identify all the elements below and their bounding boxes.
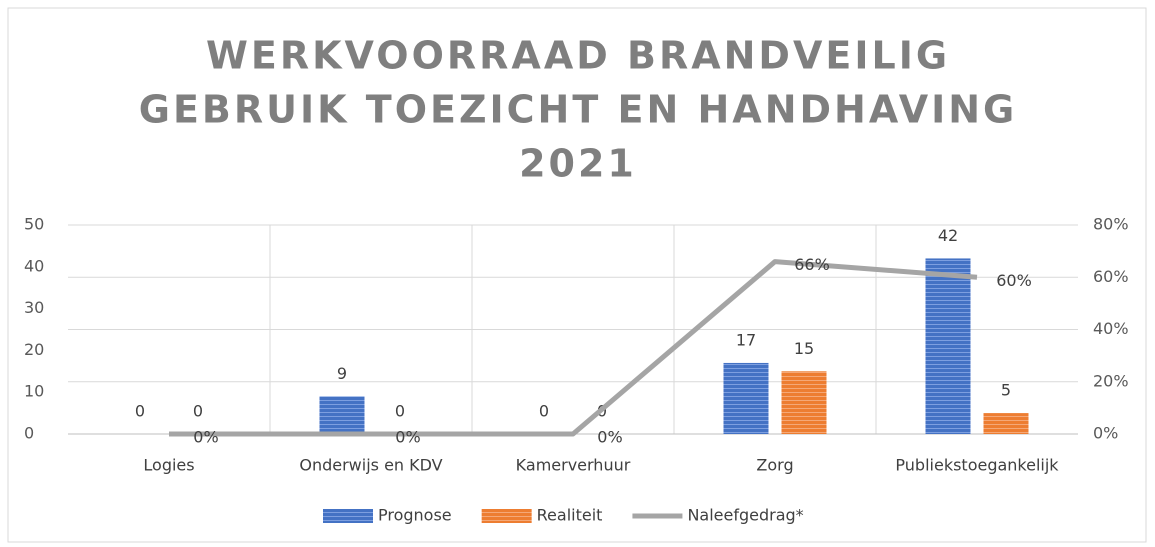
legend-label: Naleefgedrag* <box>687 506 803 525</box>
data-label: 5 <box>1001 381 1011 400</box>
data-label: 17 <box>736 330 756 349</box>
x-tick-label: Logies <box>143 456 194 475</box>
legend-label: Prognose <box>378 506 452 525</box>
bar <box>723 362 769 434</box>
data-label: 9 <box>337 364 347 383</box>
chart-title: 2021 <box>519 142 637 186</box>
y-tick-label: 50 <box>24 215 44 234</box>
legend-swatch <box>481 509 532 523</box>
x-tick-label: Publiekstoegankelijk <box>895 456 1059 475</box>
data-label: 42 <box>938 226 958 245</box>
y2-tick-label: 0% <box>1093 424 1118 443</box>
data-label: 0 <box>395 402 405 421</box>
y2-tick-label: 60% <box>1093 267 1129 286</box>
data-label: 66% <box>794 255 830 274</box>
data-label: 0 <box>135 402 145 421</box>
line <box>169 259 978 437</box>
data-label: 60% <box>996 271 1032 290</box>
bar <box>983 413 1029 434</box>
data-label: 0% <box>597 428 622 447</box>
y-tick-label: 30 <box>24 298 44 317</box>
x-tick-label: Zorg <box>756 456 793 475</box>
bar <box>925 258 971 434</box>
bar <box>319 396 365 434</box>
legend-label: Realiteit <box>537 506 603 525</box>
y2-tick-label: 40% <box>1093 319 1129 338</box>
x-tick-label: Kamerverhuur <box>516 456 631 475</box>
data-label: 0 <box>193 402 203 421</box>
y-tick-label: 10 <box>24 382 44 401</box>
data-label: 0 <box>539 402 549 421</box>
bar <box>781 371 827 434</box>
y-tick-label: 20 <box>24 340 44 359</box>
y2-tick-label: 20% <box>1093 371 1129 390</box>
x-tick-label: Onderwijs en KDV <box>299 456 442 475</box>
legend-swatch <box>323 509 373 523</box>
data-label: 0% <box>193 428 218 447</box>
data-label: 15 <box>794 339 814 358</box>
y-tick-label: 0 <box>24 424 34 443</box>
chart-title: WERKVOORRAAD BRANDVEILIG <box>206 34 950 78</box>
chart-title: GEBRUIK TOEZICHT EN HANDHAVING <box>139 88 1017 132</box>
data-label: 0% <box>395 428 420 447</box>
y2-tick-label: 80% <box>1093 215 1129 234</box>
y-tick-label: 40 <box>24 256 44 275</box>
